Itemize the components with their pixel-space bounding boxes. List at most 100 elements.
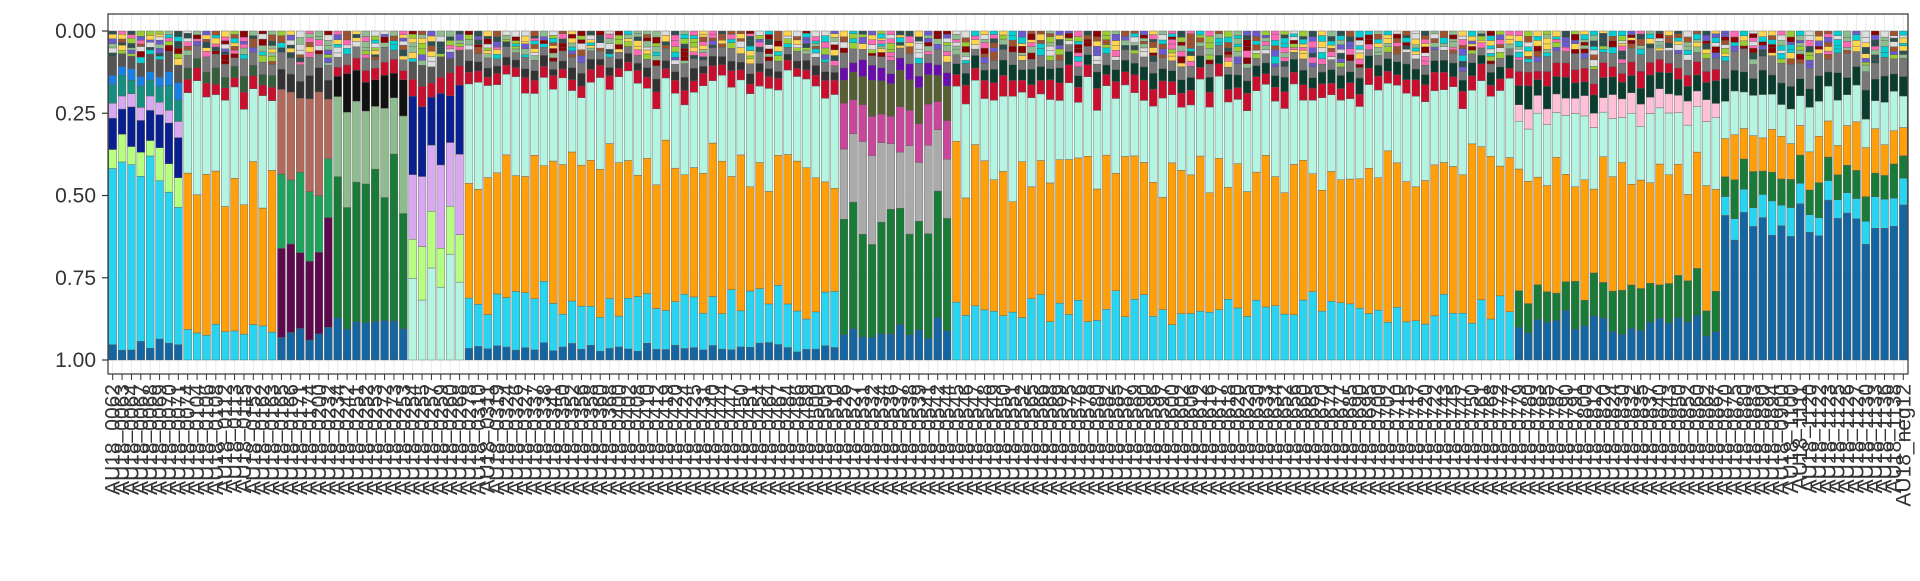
- bar-segment: [174, 41, 183, 49]
- bar-segment: [1233, 35, 1242, 39]
- bar-segment: [352, 30, 361, 35]
- bar-segment: [1880, 46, 1889, 53]
- bar-segment: [1430, 33, 1439, 39]
- bar-segment: [239, 47, 249, 55]
- bar-segment: [1017, 79, 1027, 93]
- bar-segment: [183, 33, 192, 39]
- bar-segment: [792, 30, 802, 37]
- bar-segment: [1027, 30, 1036, 34]
- bar-segment: [1477, 35, 1486, 41]
- bar-segment: [258, 74, 267, 86]
- bar-segment: [371, 50, 380, 55]
- bar-segment: [1674, 33, 1683, 39]
- bar-segment: [717, 39, 727, 44]
- bar-segment: [296, 64, 305, 82]
- bar-segment: [1514, 120, 1524, 170]
- bar-segment: [1017, 46, 1027, 53]
- bar-segment: [1383, 38, 1392, 44]
- bar-segment: [1655, 50, 1664, 60]
- bar-segment: [1289, 164, 1299, 315]
- bar-segment: [1280, 77, 1289, 92]
- bar-segment: [521, 176, 530, 293]
- bar-segment: [689, 35, 699, 39]
- bar-segment: [1233, 74, 1242, 88]
- bar-segment: [1064, 314, 1074, 361]
- bar-segment: [474, 47, 483, 54]
- bar-segment: [1064, 51, 1074, 66]
- bar-segment: [436, 247, 445, 288]
- bar-segment: [699, 41, 708, 46]
- bar-segment: [1214, 158, 1224, 310]
- x-tick-label: AU18_0783: [1527, 384, 1550, 495]
- bar-segment: [886, 333, 895, 361]
- bar-segment: [1889, 91, 1899, 131]
- bar-segment: [1242, 46, 1252, 51]
- bar-segment: [980, 47, 989, 55]
- bar-segment: [680, 174, 689, 295]
- bar-segment: [1524, 30, 1533, 37]
- bar-segment: [680, 90, 689, 106]
- bar-segment: [1036, 55, 1045, 67]
- bar-segment: [877, 40, 886, 45]
- bar-segment: [333, 317, 342, 361]
- bar-segment: [1139, 30, 1149, 35]
- bar-segment: [989, 34, 999, 39]
- bar-segment: [849, 201, 858, 329]
- bar-segment: [155, 338, 164, 361]
- bar-segment: [502, 297, 511, 348]
- bar-segment: [614, 68, 624, 77]
- bar-segment: [1533, 30, 1542, 37]
- bar-segment: [342, 44, 352, 49]
- bar-segment: [586, 42, 595, 46]
- x-tick-label: AU18_0837: [1639, 384, 1662, 495]
- bar-segment: [427, 30, 436, 37]
- bar-segment: [999, 315, 1008, 361]
- x-tick-label: AU18_0779: [1508, 384, 1531, 495]
- bar-segment: [1692, 61, 1702, 76]
- bar-segment: [1899, 95, 1908, 128]
- bar-segment: [1721, 30, 1730, 34]
- bar-segment: [1130, 155, 1139, 300]
- x-tick-label: AU18_neg12: [1892, 384, 1915, 507]
- bar-segment: [483, 38, 492, 45]
- bar-segment: [549, 61, 558, 70]
- bar-segment: [1617, 98, 1627, 118]
- x-tick-label: AU18_0551: [1002, 384, 1025, 495]
- bar-segment: [1617, 59, 1627, 64]
- bar-segment: [1664, 47, 1674, 51]
- bar-segment: [1702, 58, 1711, 72]
- bar-segment: [1514, 35, 1524, 42]
- bar-segment: [408, 52, 417, 59]
- bar-segment: [1411, 47, 1420, 52]
- bar-segment: [1861, 61, 1870, 66]
- bar-segment: [1327, 69, 1336, 84]
- bar-segment: [1055, 34, 1064, 40]
- bar-segment: [1196, 67, 1205, 80]
- bar-segment: [1111, 56, 1120, 61]
- bar-segment: [1655, 284, 1664, 319]
- bar-segment: [699, 45, 708, 50]
- bar-segment: [577, 39, 586, 44]
- bar-segment: [905, 46, 914, 54]
- bar-segment: [671, 344, 680, 361]
- bar-segment: [1533, 56, 1542, 63]
- bar-segment: [1205, 54, 1214, 61]
- bar-segment: [164, 44, 174, 52]
- x-tick-label: AU18_0360: [589, 384, 612, 495]
- bar-segment: [1496, 30, 1505, 35]
- bar-segment: [689, 30, 699, 36]
- bar-segment: [1092, 88, 1102, 111]
- bar-segment: [1346, 54, 1355, 61]
- bar-segment: [1561, 97, 1570, 116]
- bar-segment: [1542, 56, 1552, 72]
- bar-segment: [1299, 299, 1308, 361]
- bar-segment: [192, 45, 202, 59]
- bar-segment: [117, 66, 127, 76]
- bar-segment: [764, 30, 774, 35]
- bar-segment: [1814, 75, 1824, 102]
- bar-segment: [1196, 46, 1205, 56]
- bar-segment: [858, 34, 867, 38]
- x-tick-label: AU18_0880: [1733, 384, 1756, 495]
- bar-segment: [342, 111, 352, 208]
- bar-segment: [905, 42, 914, 47]
